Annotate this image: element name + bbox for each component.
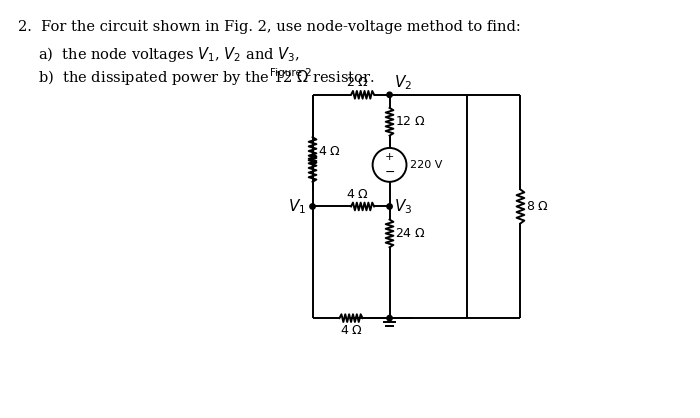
Text: 12 $\Omega$: 12 $\Omega$ — [395, 115, 426, 128]
Text: $\mathit{V}_1$: $\mathit{V}_1$ — [288, 197, 307, 216]
Text: 4 $\Omega$: 4 $\Omega$ — [340, 324, 363, 336]
Text: $\mathit{V}_2$: $\mathit{V}_2$ — [394, 73, 412, 92]
Text: a)  the node voltages $V_1$, $V_2$ and $V_3$,: a) the node voltages $V_1$, $V_2$ and $V… — [38, 45, 300, 64]
Circle shape — [387, 316, 392, 321]
Circle shape — [310, 204, 315, 209]
Circle shape — [387, 204, 392, 209]
Text: Figure 2: Figure 2 — [270, 68, 312, 78]
Text: 24 $\Omega$: 24 $\Omega$ — [395, 227, 426, 240]
Text: 8 $\Omega$: 8 $\Omega$ — [526, 200, 549, 213]
Text: 4 $\Omega$: 4 $\Omega$ — [346, 188, 369, 201]
Text: 220 V: 220 V — [410, 160, 442, 170]
Text: 2 $\Omega$: 2 $\Omega$ — [346, 76, 369, 89]
Text: +: + — [385, 152, 394, 162]
Text: b)  the dissipated power by the 12 $\Omega$ resistor.: b) the dissipated power by the 12 $\Omeg… — [38, 68, 375, 87]
Text: 2.  For the circuit shown in Fig. 2, use node-voltage method to find:: 2. For the circuit shown in Fig. 2, use … — [18, 20, 521, 34]
Text: 4 $\Omega$: 4 $\Omega$ — [318, 145, 341, 158]
Text: −: − — [384, 166, 395, 179]
Text: $\mathit{V}_3$: $\mathit{V}_3$ — [394, 197, 412, 216]
Circle shape — [387, 92, 392, 97]
